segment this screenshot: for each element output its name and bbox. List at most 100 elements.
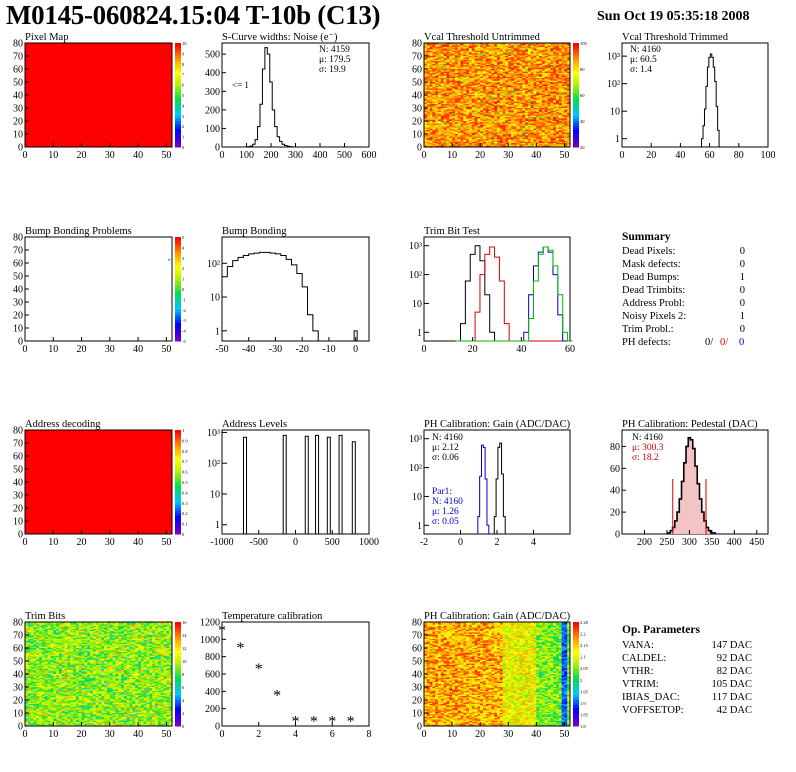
bump-bonding-problems-colorbar-cell [175,322,181,326]
ph-gain-map-ytick-label: 0 [417,722,422,733]
address-decoding-colorbar-cell [175,495,181,499]
trim-bits-xtick-label: 30 [105,729,115,740]
bump-bonding-problems-colorbar-label: -5 [182,339,186,344]
scurve-noise-xtick-label: 600 [362,150,377,161]
vcal-untrimmed-colorbar-label: 100 [580,41,588,46]
vcal-untrimmed-colorbar-label: 20 [580,145,585,150]
address-decoding-colorbar-cell [175,471,181,475]
bump-bonding-problems-colorbar-cell [175,252,181,256]
address-levels-level-peak [338,434,343,534]
op-param-label: IBIAS_DAC: [622,692,680,703]
trim-bits-colorbar-label: 6 [182,685,185,690]
pixel-map-colorbar-cell [175,61,181,65]
address-levels-ytick-label: 10 [210,489,220,500]
address-decoding-colorbar-label: 0.3 [182,501,188,506]
address-decoding-xtick-label: 50 [161,537,171,548]
ph-gain-par1-label: Par1: [432,487,452,497]
address-decoding-colorbar-label: 0.1 [182,522,188,527]
temperature-calibration-point: * [255,661,263,678]
address-levels-level-peak [326,436,331,534]
ph-gain-map-colorbar-label: 1.8 [580,724,586,729]
bump-bonding-problems-colorbar-label: 4 [182,245,185,250]
bump-bonding-problems-colorbar-cell [175,278,181,282]
temperature-calibration-ytick-label: 800 [205,652,220,663]
vcal-untrimmed-ytick-label: 0 [417,143,422,154]
pixel-map-ytick-label: 40 [13,91,23,102]
ph-gain-map-colorbar-cell [573,648,579,652]
trim-bit-test-xtick-label: 20 [468,344,478,355]
pixel-map-colorbar-cell [175,100,181,104]
trim-bits-colorbar-cell [175,702,181,706]
vcal-untrimmed-colorbar-cell [573,121,579,125]
trim-bits-colorbar-cell [175,713,181,717]
address-decoding-colorbar-cell [175,450,181,454]
scurve-noise-ytick-label: 300 [205,87,220,98]
pixel-map-colorbar-cell [175,74,181,78]
op-param-value: 42 DAC [717,705,752,716]
ph-gain-map-colorbar-label: 1.9 [580,701,586,706]
ph-gain-map-xtick-label: 10 [447,729,457,740]
vcal-trimmed-xtick-label: 60 [705,150,715,161]
summary-ph-value: 0 [739,337,744,348]
ph-gain-map-colorbar-cell [573,658,579,662]
vcal-trimmed-stat: σ: 1.4 [630,65,652,75]
scurve-noise-xtick-label: 100 [239,150,254,161]
pixel-map-colorbar-cell [175,115,181,119]
ph-gain-map-colorbar-label: 2.05 [580,666,589,671]
vcal-untrimmed-colorbar-cell [573,74,579,78]
vcal-untrimmed-colorbar-cell [573,118,579,122]
pixel-map-colorbar-cell [175,110,181,114]
temperature-calibration-xtick-label: 0 [220,729,225,740]
address-decoding-xtick-label: 10 [48,537,58,548]
trim-bit-test-xtick-label: 60 [565,344,575,355]
ph-gain-map-colorbar-cell [573,653,579,657]
pixel-map-colorbar-cell [175,102,181,106]
op-param-value: 117 DAC [712,692,752,703]
summary-row-value: 1 [740,272,745,283]
op-param-value: 82 DAC [717,666,752,677]
vcal-trimmed-histogram [701,53,720,147]
ph-gain-map-colorbar-label: 2.15 [580,643,589,648]
temperature-calibration-ytick-label: 200 [205,704,220,715]
address-decoding-xtick-label: 20 [77,537,87,548]
trim-bits-colorbar-cell [175,650,181,654]
trim-bits-colorbar-label: 8 [182,672,185,677]
op-param-value: 92 DAC [717,653,752,664]
summary-row-label: Dead Pixels: [622,246,675,257]
bump-bonding-problems-colorbar-cell [175,260,181,264]
bump-bonding-problems-xtick-label: 50 [161,344,171,355]
bump-bonding-problems-ytick-label: 40 [13,285,23,296]
bump-bonding-problems-colorbar-cell [175,237,181,241]
vcal-trimmed-xtick-label: 80 [734,150,744,161]
address-levels-level-peak [315,434,320,534]
address-decoding-colorbar-label: 0.7 [182,459,188,464]
scurve-noise-xtick-label: 0 [220,150,225,161]
ph-gain-map-colorbar-cell [573,629,579,633]
vcal-untrimmed-colorbar-cell [573,56,579,60]
address-decoding-colorbar-cell [175,502,181,506]
ph-gain-map-colorbar-cell [573,710,579,714]
address-decoding-ytick-label: 30 [13,491,23,502]
bump-bonding-problems-colorbar-label: -4 [182,329,186,334]
ph-pedestal-stat: σ: 18.2 [632,453,659,463]
bump-bonding-problems-frame [24,236,173,342]
vcal-untrimmed-colorbar-label: 80 [580,67,585,72]
trim-bits-colorbar-cell [175,671,181,675]
scurve-noise-stat: N: 4159 [319,45,350,55]
summary-row-value: 0 [740,324,745,335]
pixel-map-xtick-label: 0 [23,150,28,161]
vcal-trimmed-xtick-label: 20 [646,150,656,161]
trim-bit-test-ytick-label: 10³ [409,241,422,252]
bump-bonding-problems-colorbar-label: -3 [182,318,186,323]
ph-gain-ytick-label: 10 [412,492,422,503]
address-decoding-colorbar-cell [175,528,181,532]
pixel-map-colorbar-label: 0 [182,145,185,150]
pixel-map-fill [25,43,172,147]
pixel-map-colorbar-cell [175,69,181,73]
ph-gain-map-colorbar-cell [573,700,579,704]
bump-bonding-frame [221,236,370,342]
address-decoding-colorbar-cell [175,469,181,473]
bump-bonding-problems-colorbar-cell [175,257,181,261]
address-levels-level-peak [351,441,356,534]
trim-bits-ytick-label: 40 [13,670,23,681]
